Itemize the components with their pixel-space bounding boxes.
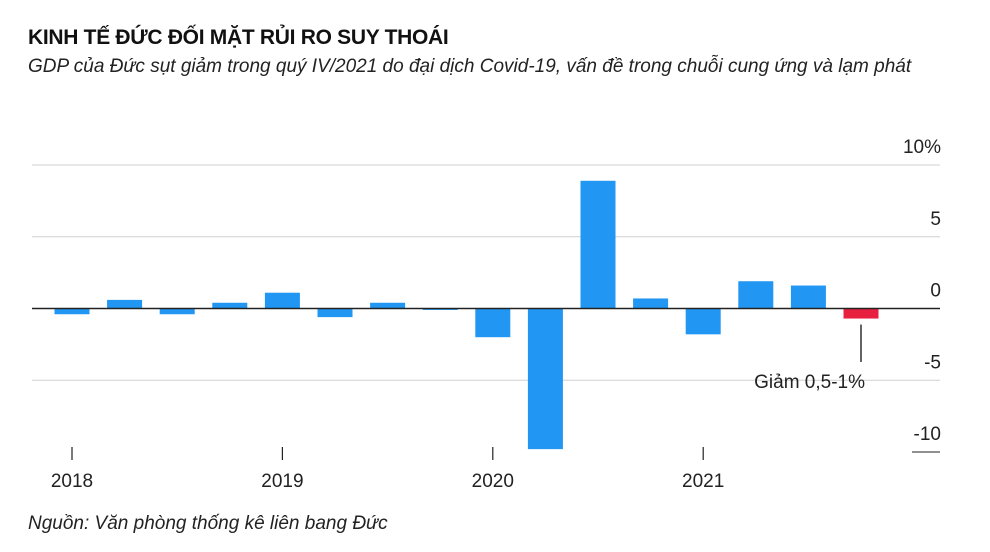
y-tick-label: 0 xyxy=(930,281,941,302)
x-tick-label: 2019 xyxy=(261,471,303,492)
bar xyxy=(790,285,826,309)
x-tick-label: 2020 xyxy=(472,471,514,492)
y-tick-label: 5 xyxy=(930,209,941,230)
bar xyxy=(264,292,300,309)
x-tick-label: 2018 xyxy=(51,471,93,492)
bar xyxy=(527,308,563,450)
bar xyxy=(212,302,248,309)
bar xyxy=(580,180,616,309)
tick-labels: 10% 5 0 -5 -10 2018 2019 2020 2021 Giảm 0,5-1% xyxy=(51,137,941,492)
x-tick-label: 2021 xyxy=(682,471,724,492)
bar xyxy=(370,302,406,309)
source-note: Nguồn: Văn phòng thống kê liên bang Đức xyxy=(28,513,388,534)
bar xyxy=(159,308,195,315)
bar xyxy=(422,308,458,310)
bar xyxy=(738,281,774,309)
bar xyxy=(475,308,511,338)
y-tick-label: 10% xyxy=(903,137,941,158)
bar xyxy=(54,308,90,315)
bars xyxy=(54,180,879,450)
grid-lines xyxy=(32,164,940,453)
chart-title: KINH TẾ ĐỨC ĐỐI MẶT RỦI RO SUY THOÁI xyxy=(28,26,449,49)
chart-subtitle: GDP của Đức sụt giảm trong quý IV/2021 d… xyxy=(28,56,912,77)
bar xyxy=(107,299,143,309)
bar xyxy=(685,308,721,335)
annotation-label: Giảm 0,5-1% xyxy=(754,372,865,393)
y-tick-label: -10 xyxy=(914,424,941,445)
bar xyxy=(317,308,353,318)
bar xyxy=(843,308,879,319)
y-tick-label: -5 xyxy=(924,352,941,373)
axes xyxy=(32,307,940,460)
bar xyxy=(633,298,669,309)
